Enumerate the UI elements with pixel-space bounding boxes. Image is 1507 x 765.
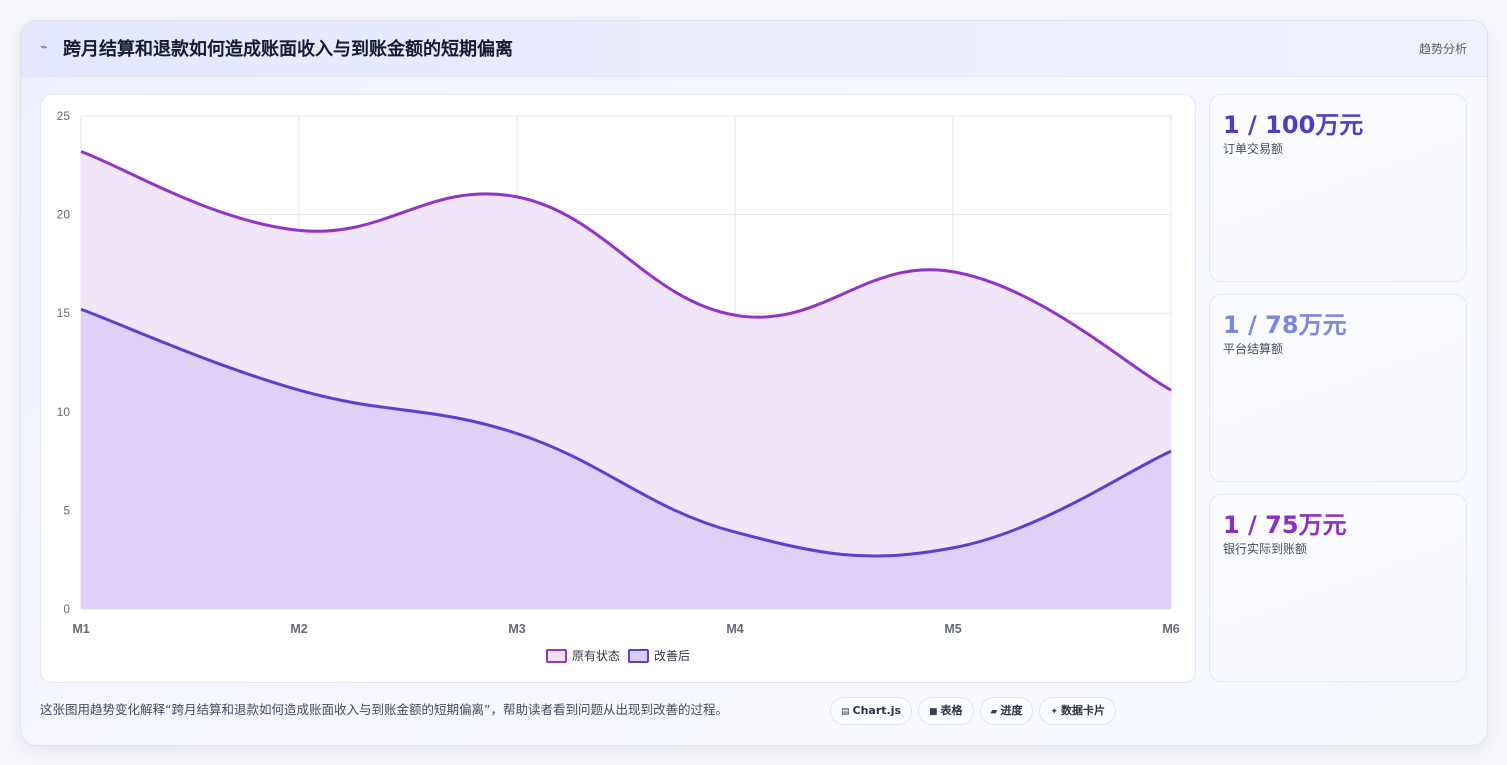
progress-icon: ▰	[990, 707, 998, 717]
chart-legend: 原有状态 改善后	[41, 647, 1195, 664]
y-tick-label: 25	[57, 109, 71, 123]
legend-swatch	[628, 648, 649, 663]
chart-title: 跨月结算和退款如何造成账面收入与到账金额的短期偏离	[63, 39, 513, 60]
x-tick-label: M6	[1162, 622, 1179, 636]
y-tick-label: 10	[57, 405, 71, 419]
chip-table[interactable]: ■ 表格	[918, 697, 974, 725]
stat-label: 订单交易额	[1223, 142, 1284, 156]
legend-item[interactable]: 改善后	[628, 647, 690, 664]
x-tick-label: M3	[508, 622, 525, 636]
chart-card: ⌁ 跨月结算和退款如何造成账面收入与到账金额的短期偏离 趋势分析 0 5 10 15 2…	[20, 20, 1488, 746]
y-tick-label: 20	[57, 208, 71, 222]
stat-card-order: 1 / 100万元 订单交易额	[1209, 94, 1467, 282]
stat-value: 1 / 78万元	[1223, 311, 1347, 339]
y-tick-label: 15	[57, 306, 71, 320]
series-line-0	[80, 150, 1172, 392]
chip-label: 进度	[1000, 704, 1023, 717]
x-tick-label: M5	[944, 622, 961, 636]
legend-item[interactable]: 原有状态	[545, 647, 620, 664]
legend-label: 原有状态	[571, 649, 620, 663]
card-icon: ✦	[1050, 707, 1059, 717]
x-tick-label: M4	[726, 622, 743, 636]
stat-label: 平台结算额	[1223, 342, 1284, 356]
chip-label: Chart.js	[852, 704, 902, 717]
series-area-1	[81, 309, 1171, 609]
card-header: ⌁ 跨月结算和退款如何造成账面收入与到账金额的短期偏离 趋势分析	[21, 21, 1487, 77]
header-tag[interactable]: 趋势分析	[1418, 42, 1467, 56]
stat-card-bank: 1 / 75万元 银行实际到账额	[1209, 494, 1467, 682]
chip-progress[interactable]: ▰ 进度	[979, 697, 1034, 725]
chip-label: 表格	[940, 704, 963, 717]
stat-label: 银行实际到账额	[1223, 542, 1308, 556]
legend-swatch	[545, 648, 567, 663]
chart-caption: 这张图用趋势变化解释“跨月结算和退款如何造成账面收入与到账金额的短期偏离”，帮助…	[40, 702, 728, 717]
tech-chips: ▤ Chart.js ■ 表格 ▰ 进度 ✦ 数据卡片	[830, 697, 1122, 725]
chart-panel: 0 5 10 15 20 25 M1 M2 M3 M4 M5 M6 原有状态 改善后	[40, 94, 1196, 683]
chip-data-card[interactable]: ✦ 数据卡片	[1039, 697, 1117, 725]
series-line-1	[80, 307, 1172, 558]
stat-value: 1 / 100万元	[1223, 111, 1364, 139]
stat-card-settlement: 1 / 78万元 平台结算额	[1209, 294, 1467, 482]
chip-label: 数据卡片	[1061, 704, 1106, 717]
x-tick-label: M2	[290, 622, 307, 636]
chip-chartjs[interactable]: ▤ Chart.js	[830, 697, 913, 725]
stat-value: 1 / 75万元	[1223, 511, 1347, 539]
chart-icon: ▤	[841, 707, 850, 717]
area-chart: 0 5 10 15 20 25 M1 M2 M3 M4 M5 M6	[57, 109, 1180, 636]
y-tick-label: 5	[63, 503, 70, 517]
y-tick-label: 0	[63, 602, 70, 616]
table-icon: ■	[929, 707, 938, 717]
x-tick-label: M1	[72, 622, 89, 636]
wave-icon: ⌁	[40, 40, 48, 55]
legend-label: 改善后	[654, 649, 691, 663]
